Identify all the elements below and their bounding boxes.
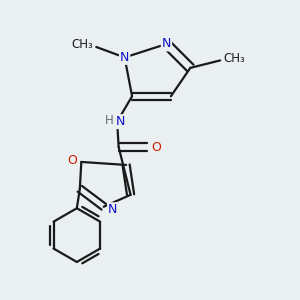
Text: CH₃: CH₃ (223, 52, 245, 64)
Text: O: O (68, 154, 77, 167)
Text: CH₃: CH₃ (71, 38, 93, 51)
Text: N: N (120, 51, 129, 64)
Text: H: H (105, 114, 114, 127)
Text: N: N (108, 203, 117, 216)
Text: N: N (116, 115, 125, 128)
Text: N: N (162, 38, 171, 50)
Text: O: O (151, 140, 161, 154)
